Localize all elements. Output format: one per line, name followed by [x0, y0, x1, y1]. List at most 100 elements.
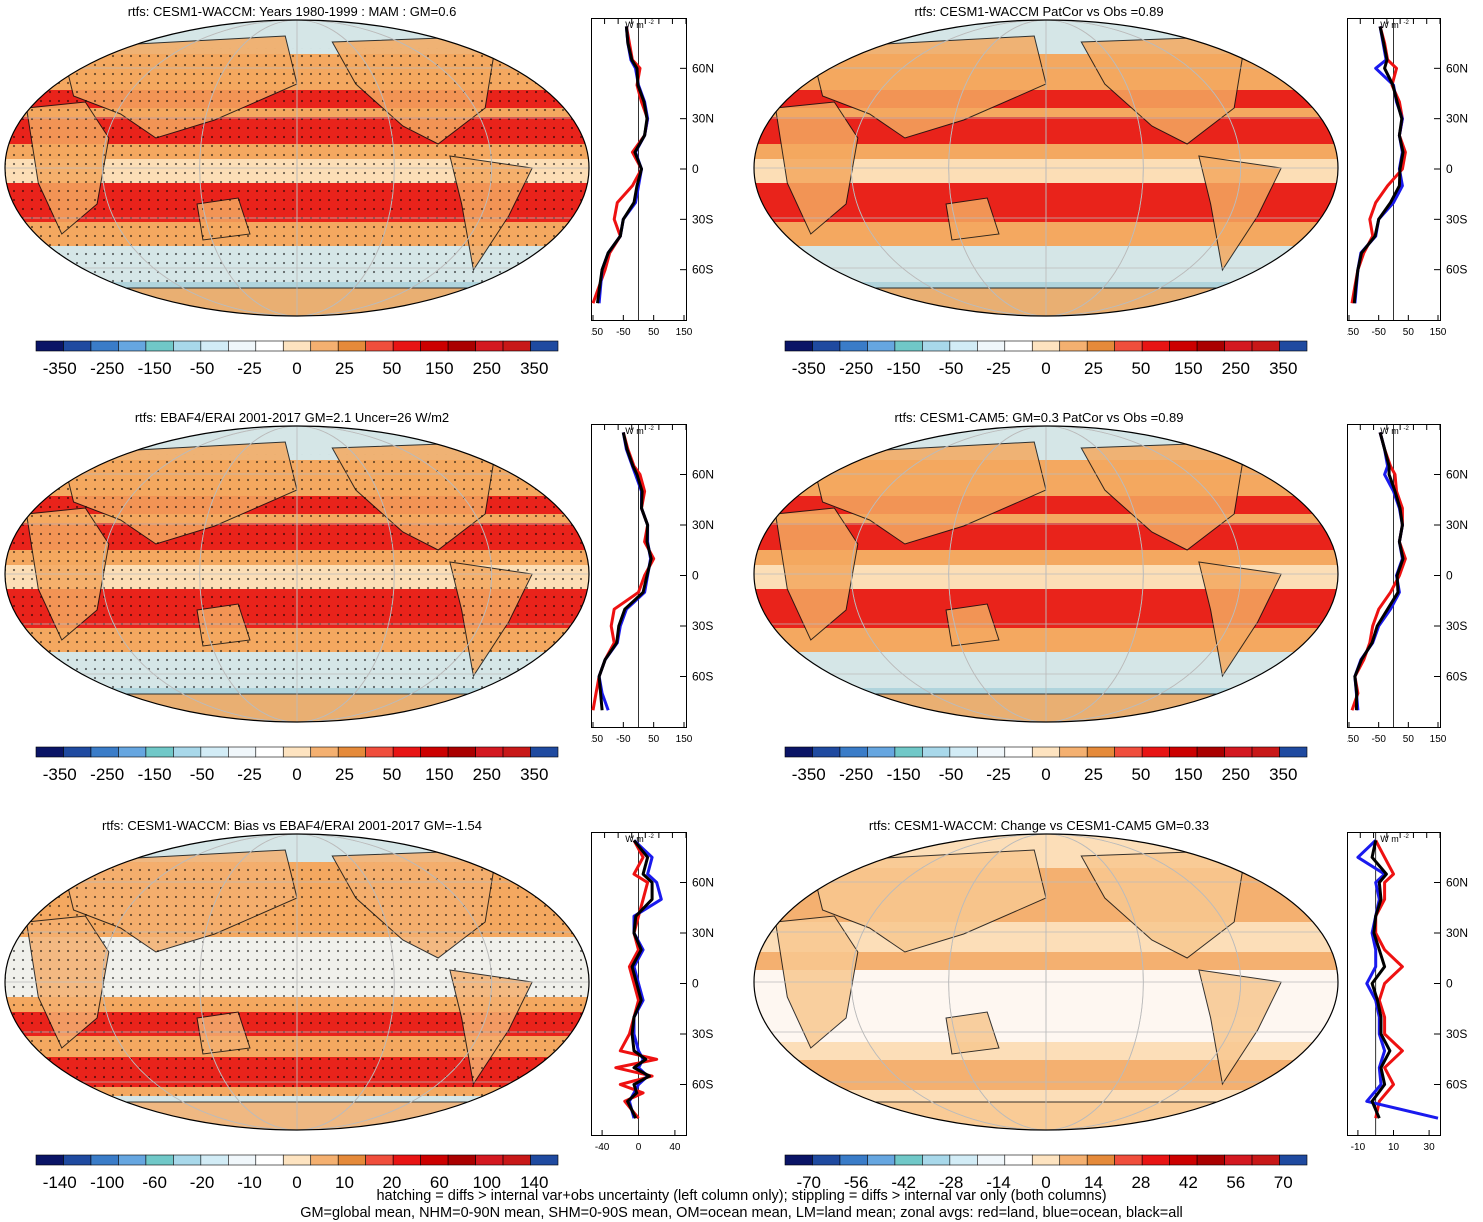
panel-2-zonal-xtick-label: 50	[1403, 327, 1415, 338]
panel-5-colorbar-swatch	[311, 1155, 338, 1165]
panel-2-colorbar-swatch	[922, 341, 949, 351]
panel-6-colorbar-swatch	[812, 1155, 839, 1165]
panel-6-zonal-ytick-label: 60S	[1446, 1078, 1467, 1092]
panel-4-zonal-unit-sup: -2	[1404, 426, 1410, 432]
panel-1-zonal-xtick-label: 150	[676, 327, 693, 338]
panel-5-zonal-ytick-label: 0	[692, 977, 699, 991]
panel-2-colorbar-label: -25	[986, 359, 1011, 378]
panel-2-colorbar-swatch	[867, 341, 894, 351]
panel-3-colorbar-swatch	[476, 747, 503, 757]
footnote-line-2: GM=global mean, NHM=0-90N mean, SHM=0-90…	[0, 1205, 1483, 1222]
panel-5-zonal-ytick-label: 30N	[692, 926, 714, 940]
panel-1-zonal-ytick-label: 60S	[692, 263, 713, 277]
panel-1-colorbar-swatch	[228, 341, 255, 351]
panel-5-colorbar-swatch	[283, 1155, 310, 1165]
panel-6-zonal-ytick-label: 60N	[1446, 876, 1468, 890]
panel-1-colorbar-swatch	[393, 341, 420, 351]
panel-4-zonal-ytick-label: 60N	[1446, 468, 1468, 482]
panel-3-zonal-xtick-label: -150	[591, 734, 603, 745]
panel-2-colorbar-swatch	[895, 341, 922, 351]
panel-4-colorbar-label: 150	[1174, 765, 1202, 784]
panel-3-colorbar-swatch	[503, 747, 530, 757]
panel-6-zonal-frame	[1348, 833, 1441, 1136]
panel-2-zonal-ytick-label: 60S	[1446, 263, 1467, 277]
panel-1-colorbar-swatch	[366, 341, 393, 351]
panel-4-zonal-unit: W m	[1380, 426, 1399, 436]
panel-2-zonal-xtick-label: -150	[1347, 327, 1359, 338]
panel-4-zonal-xtick-label: 50	[1403, 734, 1415, 745]
panel-3-colorbar-swatch	[531, 747, 558, 757]
panel-6-zonal-ytick-label: 30N	[1446, 926, 1468, 940]
panel-6-zonal-xtick-label: 30	[1424, 1142, 1436, 1153]
panel-5-zonal-ytick-label: 60N	[692, 876, 714, 890]
panel-3-colorbar-swatch	[228, 747, 255, 757]
panel-6-title: rtfs: CESM1-WACCM: Change vs CESM1-CAM5 …	[869, 818, 1209, 833]
panel-4-map	[752, 424, 1340, 724]
panel-6-zonal-ytick-label: 30S	[1446, 1027, 1467, 1041]
panel-5-colorbar-swatch	[393, 1155, 420, 1165]
panel-6-colorbar-swatch	[1087, 1155, 1114, 1165]
panel-2-zonal-ytick-label: 60N	[1446, 61, 1468, 75]
panel-6-colorbar-swatch	[1115, 1155, 1142, 1165]
panel-4-colorbar-swatch	[977, 747, 1004, 757]
panel-1-zonal-ytick-label: 30S	[692, 212, 713, 226]
panel-5-colorbar-swatch	[476, 1155, 503, 1165]
panel-2-colorbar-label: 25	[1084, 359, 1103, 378]
panel-1-colorbar-swatch	[201, 341, 228, 351]
panel-6-zonal-line-ocean	[1358, 840, 1438, 1118]
panel-2-colorbar-label: -50	[939, 359, 964, 378]
panel-2-colorbar-swatch	[1005, 341, 1032, 351]
panel-5-colorbar-swatch	[228, 1155, 255, 1165]
panel-3-zonal-xtick-label: 50	[648, 734, 660, 745]
panel-4-colorbar-swatch	[1170, 747, 1197, 757]
panel-2-colorbar-label: -250	[839, 359, 873, 378]
panel-3-colorbar-label: -350	[43, 765, 77, 784]
panel-3-colorbar-swatch	[36, 747, 63, 757]
panel-1-zonal-frame	[592, 19, 687, 321]
panel-4-zonal-xtick-label: -50	[1371, 734, 1386, 745]
panel-2-colorbar-label: -150	[887, 359, 921, 378]
panel-4-colorbar-label: -250	[839, 765, 873, 784]
panel-5-colorbar-swatch	[63, 1155, 90, 1165]
panel-3-zonal-xtick-label: -50	[616, 734, 631, 745]
panel-6-colorbar-swatch	[950, 1155, 977, 1165]
panel-5-colorbar-swatch	[201, 1155, 228, 1165]
panel-2-zonal-frame	[1348, 19, 1441, 321]
panel-6-colorbar-swatch	[1197, 1155, 1224, 1165]
panel-1-colorbar-swatch	[531, 341, 558, 351]
panel-5-zonal-xtick-label: 0	[636, 1142, 642, 1153]
panel-5-colorbar-swatch	[256, 1155, 283, 1165]
panel-1-colorbar-swatch	[63, 341, 90, 351]
panel-4-colorbar-swatch	[812, 747, 839, 757]
panel-3-colorbar-label: -50	[190, 765, 215, 784]
panel-1-colorbar-swatch	[448, 341, 475, 351]
panel-4-colorbar-label: -350	[792, 765, 826, 784]
panel-3-colorbar-swatch	[366, 747, 393, 757]
panel-1-zonal-ytick-label: 60N	[692, 61, 714, 75]
panel-4-colorbar-swatch	[1252, 747, 1279, 757]
panel-2-zonal-unit: W m	[1380, 20, 1399, 30]
panel-2-zonal-ytick-label: 30S	[1446, 212, 1467, 226]
panel-3-colorbar-swatch	[393, 747, 420, 757]
panel-1-colorbar-swatch	[173, 341, 200, 351]
panel-4-colorbar-label: 350	[1269, 765, 1297, 784]
panel-4-zonal-xtick-label: -150	[1347, 734, 1359, 745]
panel-2-colorbar-swatch	[1142, 341, 1169, 351]
panel-6-colorbar-swatch	[1142, 1155, 1169, 1165]
panel-3-colorbar-swatch	[173, 747, 200, 757]
panel-3-zonal-line-ocean	[599, 432, 651, 710]
panel-1-colorbar-swatch	[283, 341, 310, 351]
panel-4-colorbar-label: -50	[939, 765, 964, 784]
panel-5-colorbar-swatch	[366, 1155, 393, 1165]
panel-3-map	[3, 424, 591, 724]
panel-4-colorbar-label: 50	[1131, 765, 1150, 784]
panel-4-colorbar-swatch	[785, 747, 812, 757]
panel-4-colorbar-swatch	[1060, 747, 1087, 757]
panel-3-colorbar-swatch	[118, 747, 145, 757]
